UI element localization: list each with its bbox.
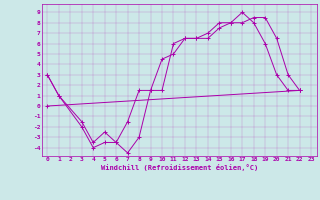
X-axis label: Windchill (Refroidissement éolien,°C): Windchill (Refroidissement éolien,°C) — [100, 164, 258, 171]
